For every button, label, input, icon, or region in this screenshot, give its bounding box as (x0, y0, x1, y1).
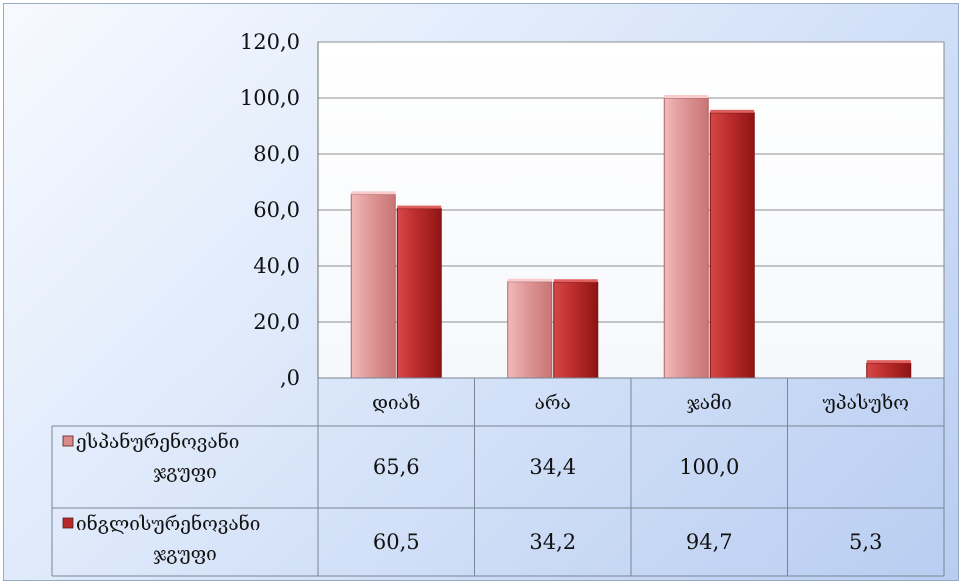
legend-label: ინგლისურენოვანი (76, 513, 260, 535)
legend-swatch (62, 517, 74, 529)
bar-english (553, 281, 599, 379)
category-label: არა (535, 392, 571, 414)
bar-top (866, 360, 911, 364)
category-label: ჯამი (687, 392, 732, 414)
data-label: 65,6 (373, 455, 420, 479)
y-tick-label: 60,0 (253, 198, 300, 222)
bar-top (351, 191, 396, 195)
bar-english (866, 362, 912, 379)
legend-swatch (62, 435, 74, 447)
legend-label: ესპანურენოვანი (76, 431, 239, 453)
bar-top (553, 279, 598, 283)
legend-label: ჯგუფი (153, 461, 217, 483)
legend-label: ჯგუფი (153, 543, 217, 565)
bar-top (397, 205, 442, 209)
bar-spanish (663, 97, 709, 379)
data-label: 5,3 (849, 530, 882, 554)
y-tick-label: ,0 (280, 366, 300, 390)
bar-spanish (507, 281, 553, 379)
data-label: 94,7 (686, 530, 733, 554)
chart-frame: ,0 20,0 40,0 60,0 80,0 100,0 120,0 დიახ არა ჯამი უ… (3, 3, 959, 581)
category-label: დიახ (372, 392, 420, 414)
y-tick-label: 100,0 (240, 86, 300, 110)
data-label: 60,5 (373, 530, 420, 554)
y-tick-label: 40,0 (253, 254, 300, 278)
category-label: უპასუხო (823, 392, 909, 414)
bar-top (710, 109, 755, 113)
bar-chart: ,0 20,0 40,0 60,0 80,0 100,0 120,0 დიახ არა ჯამი უ… (51, 30, 945, 577)
y-tick-label: 20,0 (253, 310, 300, 334)
data-label: 34,4 (529, 455, 576, 479)
y-tick-label: 120,0 (240, 30, 300, 54)
data-label: 34,2 (529, 530, 576, 554)
bar-top (664, 95, 709, 98)
bar-spanish (350, 193, 396, 379)
data-label: 100,0 (679, 455, 739, 479)
bar-top (507, 278, 552, 282)
bar-english (709, 112, 755, 379)
y-tick-label: 80,0 (253, 142, 300, 166)
bar-english (396, 208, 442, 379)
